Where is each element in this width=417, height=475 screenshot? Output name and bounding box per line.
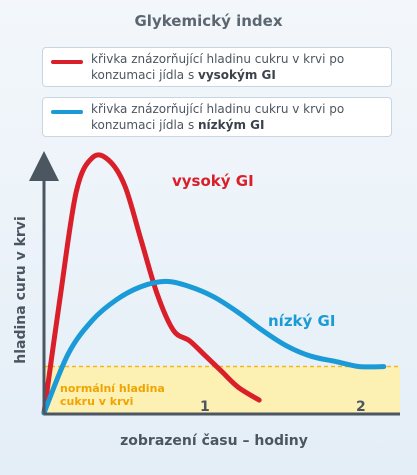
legend-text-low-gi-main: křivka znázorňující hladinu cukru v krvi…	[91, 102, 345, 132]
legend-text-high-gi-main: křivka znázorňující hladinu cukru v krvi…	[91, 52, 345, 82]
x-axis-label: zobrazení času – hodiny	[120, 433, 308, 449]
normal-level-label-line2: cukru v krvi	[60, 395, 133, 408]
legend-text-low-gi-bold: nízkým GI	[198, 118, 265, 132]
chart-title: Glykemický index	[134, 12, 283, 30]
legend-item-low-gi: křivka znázorňující hladinu cukru v krvi…	[42, 97, 392, 137]
legend-item-high-gi: křivka znázorňující hladinu cukru v krvi…	[42, 47, 392, 87]
x-tick-label-1: 1	[200, 399, 210, 415]
legend-text-high-gi: křivka znázorňující hladinu cukru v krvi…	[91, 51, 389, 83]
legend-swatch-high-gi	[51, 60, 83, 64]
series-line-high-gi	[41, 152, 262, 416]
series-line-low-gi	[41, 278, 387, 416]
legend-text-low-gi: křivka znázorňující hladinu cukru v krvi…	[91, 101, 389, 133]
series-label-low-gi: nízký GI	[268, 312, 335, 330]
normal-level-label-line1: normální hladina	[60, 382, 165, 395]
series-label-high-gi: vysoký GI	[172, 172, 254, 190]
x-tick-label-2: 2	[356, 399, 366, 415]
legend-swatch-low-gi	[51, 110, 83, 114]
legend-text-high-gi-bold: vysokým GI	[198, 68, 276, 82]
y-axis-label: hladina curu v krvi	[13, 216, 29, 363]
